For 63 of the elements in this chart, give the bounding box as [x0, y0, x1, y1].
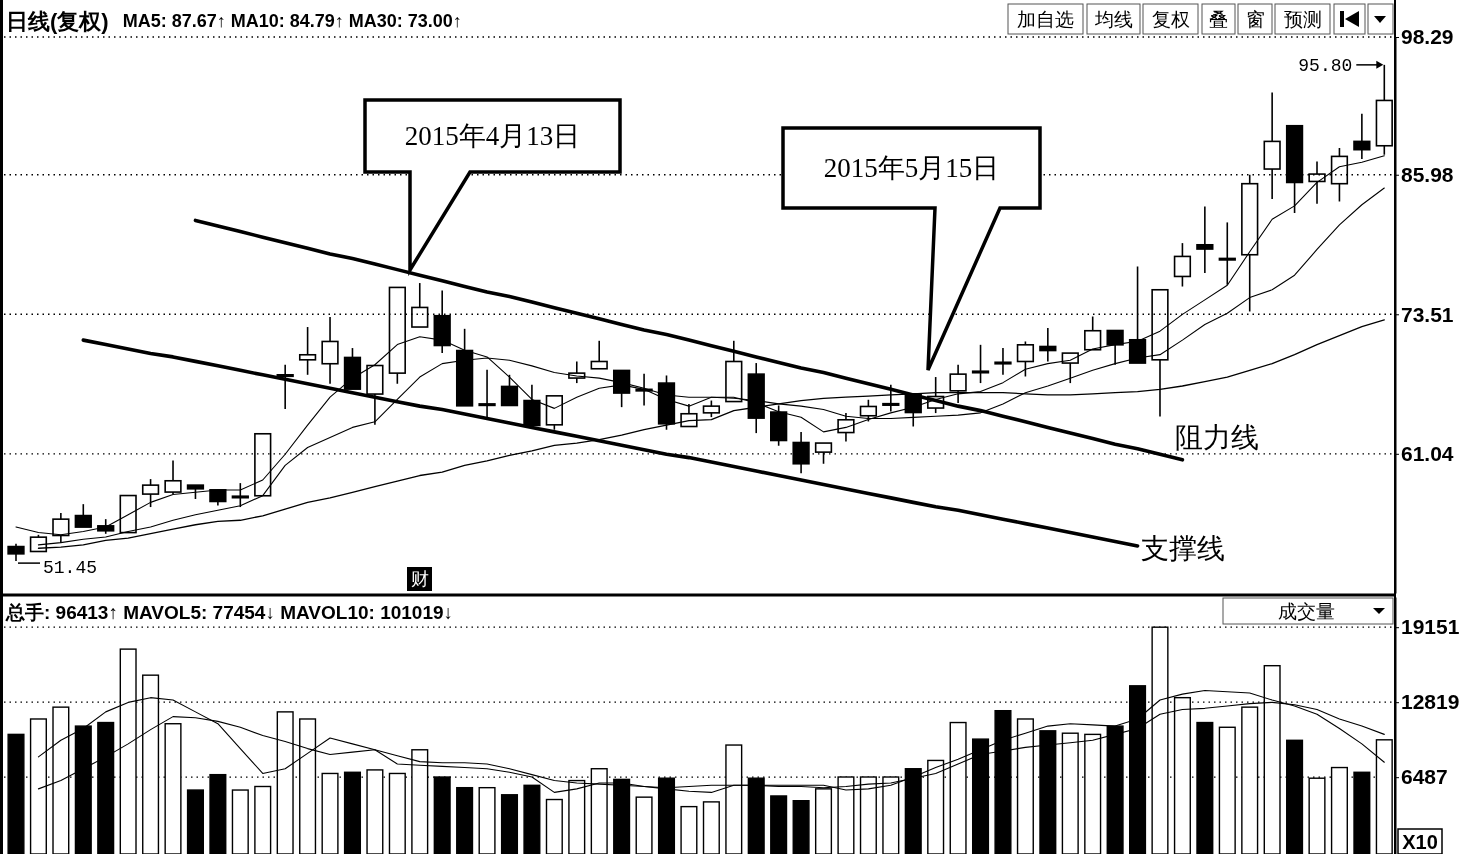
bar [770, 795, 788, 854]
series-label: 支撑线 [1140, 531, 1225, 565]
y-tick-label: 61.04 [1401, 442, 1454, 466]
bar [635, 796, 653, 854]
annotation: 95.80 [1298, 56, 1353, 77]
bar [231, 789, 249, 854]
candlestick [455, 328, 474, 407]
bar [254, 785, 272, 854]
text: 加自选 [1017, 7, 1074, 30]
candlestick [7, 542, 25, 562]
text: 复权 [1151, 7, 1190, 30]
bar [456, 786, 474, 854]
candlestick [523, 383, 541, 427]
candlestick [747, 362, 765, 434]
candlestick [478, 368, 496, 418]
text: 窗 [1245, 7, 1265, 30]
text: 均线 [1093, 7, 1133, 30]
bar [792, 800, 810, 854]
series-label: 阻力线 [1175, 420, 1260, 454]
candlestick [635, 373, 653, 407]
bar [680, 805, 698, 854]
candlestick [568, 360, 586, 384]
candlestick [994, 347, 1012, 376]
candlestick [837, 412, 855, 443]
annotation: 2015年5月15日 [823, 153, 1000, 184]
y-tick-label: 85.98 [1401, 162, 1454, 186]
candlestick [1218, 221, 1236, 286]
bar [478, 786, 496, 854]
candlestick [949, 363, 967, 404]
y-tick-label: 73.51 [1401, 302, 1454, 326]
chart-title: 日线(复权) [6, 8, 109, 34]
text: 预测 [1283, 7, 1322, 30]
text: X10 [1402, 830, 1438, 853]
bar [545, 798, 563, 854]
candlestick [725, 339, 743, 403]
annotation: 2015年4月13日 [404, 121, 581, 152]
candlestick [321, 316, 339, 385]
candlestick [680, 403, 698, 428]
y-tick-label: 12819 [1401, 690, 1460, 714]
candlestick [882, 383, 900, 413]
bar [702, 801, 720, 854]
annotation: 51.45 [43, 558, 98, 579]
candlestick [590, 339, 608, 370]
candlestick [1353, 112, 1371, 160]
chart-title: 总手: 96413↑ MAVOL5: 77454↓ MAVOL10: 101019↓ [5, 601, 454, 623]
chart-subtitle: MA5: 87.67↑ MA10: 84.79↑ MA30: 73.00↑ [122, 11, 462, 32]
y-tick-label: 98.29 [1401, 25, 1454, 49]
candlestick [276, 363, 294, 410]
candlestick [1196, 205, 1214, 274]
annotation: 成交量 [1277, 599, 1335, 622]
y-tick-label: 19151 [1401, 615, 1460, 639]
candlestick [904, 393, 922, 428]
bar [523, 784, 541, 854]
candlestick [366, 364, 384, 426]
candlestick [1106, 329, 1124, 366]
y-tick-label: 6487 [1401, 765, 1448, 789]
candlestick [74, 503, 92, 528]
bar [500, 794, 519, 854]
text: 叠 [1209, 7, 1228, 30]
candlestick [209, 489, 227, 507]
bar [186, 789, 204, 854]
candlestick [1061, 352, 1079, 384]
candlestick [1308, 160, 1326, 205]
